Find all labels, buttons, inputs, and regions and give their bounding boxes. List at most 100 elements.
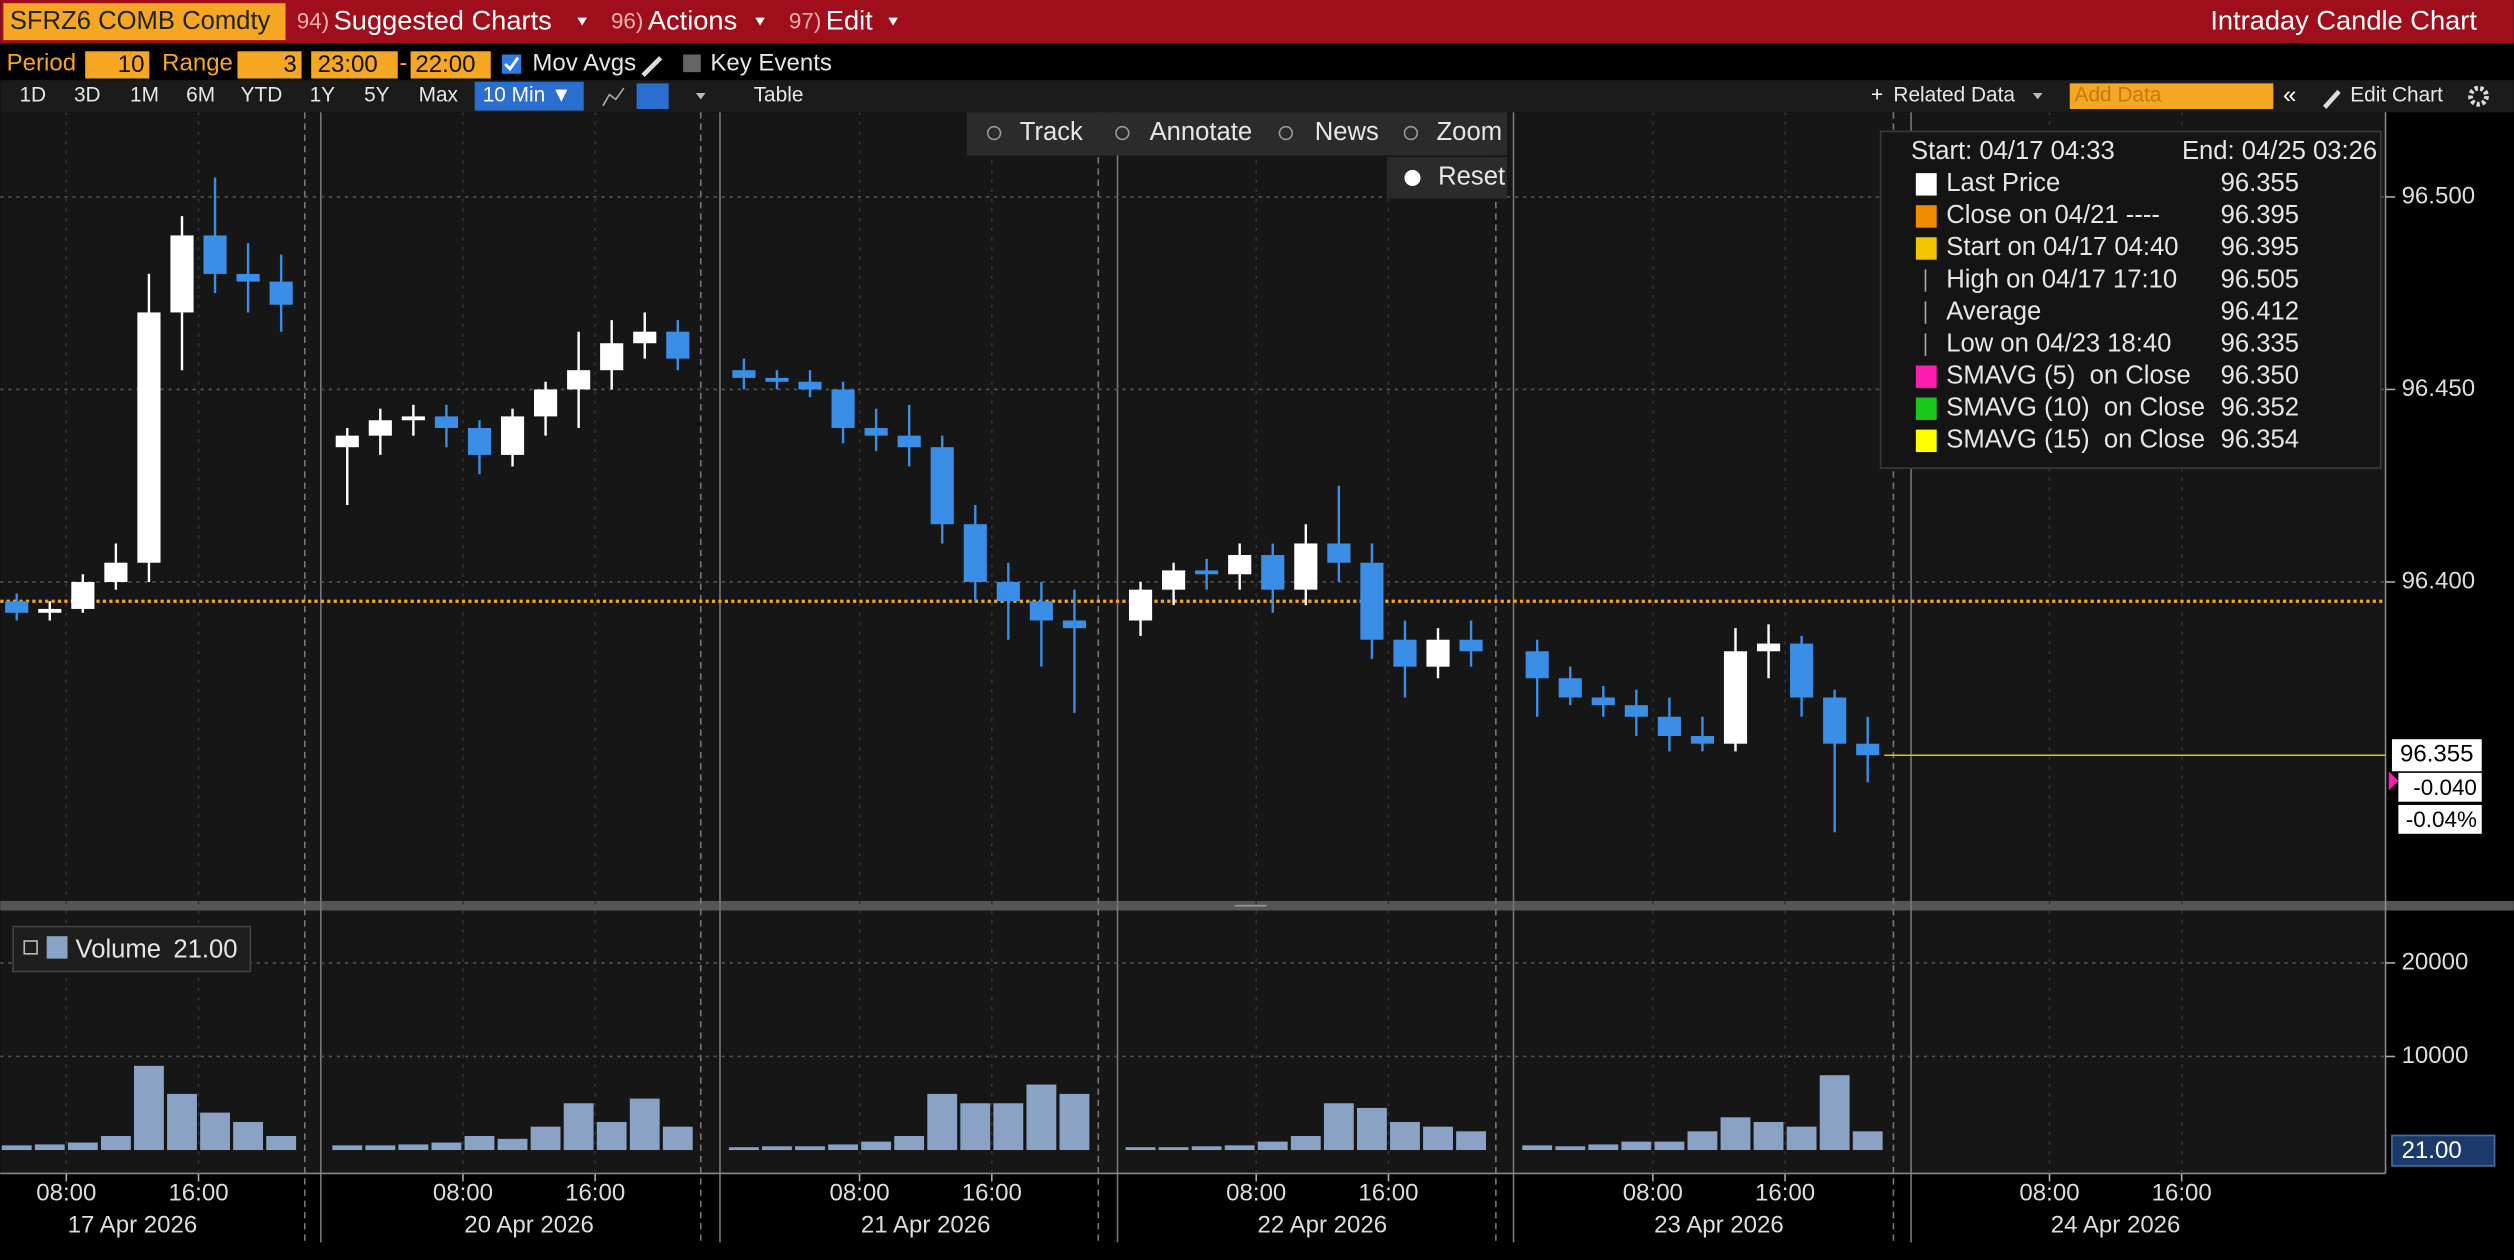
y-tick-label: 20000 xyxy=(2402,948,2469,975)
menu-code[interactable]: 96) xyxy=(611,8,643,33)
range-value[interactable]: 3 xyxy=(283,51,296,78)
candle-icon[interactable] xyxy=(636,83,669,110)
tool-label[interactable]: Track xyxy=(1020,118,1083,146)
range-button[interactable]: 1M xyxy=(130,84,159,107)
time-to[interactable]: 22:00 xyxy=(415,51,475,78)
range-button[interactable]: YTD xyxy=(241,84,283,107)
volume-bar xyxy=(530,1126,561,1151)
interval-button[interactable] xyxy=(474,81,584,111)
candle-body xyxy=(567,370,591,390)
pencil-icon[interactable] xyxy=(641,56,663,77)
dropdown-arrow xyxy=(695,92,706,100)
volume-bar xyxy=(431,1142,462,1151)
separator: - xyxy=(399,49,407,76)
time-to-input[interactable] xyxy=(410,51,491,79)
mov-avgs-label[interactable]: Mov Avgs xyxy=(532,49,636,76)
menu-label[interactable]: Edit xyxy=(826,5,873,36)
volume-bar xyxy=(332,1145,363,1151)
checkbox-checked[interactable] xyxy=(501,54,522,74)
legend-label: Average xyxy=(1946,297,2041,325)
table-button[interactable]: Table xyxy=(754,84,804,107)
ticker-box[interactable] xyxy=(3,3,286,41)
legend-value: 96.505 xyxy=(2221,265,2299,293)
volume-last: 21.00 xyxy=(173,935,237,963)
x-day-label: 23 Apr 2026 xyxy=(1654,1212,1784,1239)
candle-body xyxy=(1228,555,1252,575)
volume-bar xyxy=(1555,1146,1586,1151)
candle-body xyxy=(434,416,458,428)
menu-code[interactable]: 94) xyxy=(297,8,329,33)
tool-icon[interactable] xyxy=(1403,125,1419,141)
time-from-input[interactable] xyxy=(311,51,398,79)
volume-bar xyxy=(1290,1136,1321,1151)
tool-icon[interactable] xyxy=(1278,125,1294,141)
y-tick-label: 96.500 xyxy=(2402,182,2476,209)
period-value[interactable]: 10 xyxy=(118,51,145,78)
range-button[interactable]: Max xyxy=(419,84,459,107)
tool-label[interactable]: Annotate xyxy=(1150,118,1253,146)
range-button[interactable]: 5Y xyxy=(364,84,390,107)
line-icon[interactable] xyxy=(602,87,625,107)
tool-icon[interactable] xyxy=(986,125,1002,141)
tool-label[interactable]: News xyxy=(1315,118,1379,146)
reset-label[interactable]: Reset xyxy=(1438,163,1505,191)
volume-bar xyxy=(894,1136,925,1151)
legend-swatch xyxy=(1915,173,1937,196)
volume-bar xyxy=(1356,1107,1387,1151)
range-button[interactable]: 3D xyxy=(74,84,101,107)
volume-bar xyxy=(828,1144,858,1151)
legend-value: 96.395 xyxy=(2221,233,2299,261)
tool-label[interactable]: Zoom xyxy=(1437,118,1503,146)
legend-label: SMAVG (10) on Close xyxy=(1946,394,2205,422)
collapse-icon[interactable]: « xyxy=(2283,82,2296,109)
add-data-input[interactable] xyxy=(2069,83,2274,110)
candle-body xyxy=(1459,639,1483,652)
y-tick-label: 96.450 xyxy=(2402,375,2476,402)
menu-code[interactable]: 97) xyxy=(789,8,821,33)
plus-icon[interactable]: + xyxy=(1871,84,1883,107)
volume-bar xyxy=(1224,1145,1255,1151)
legend-label: Start on 04/17 04:40 xyxy=(1946,233,2178,261)
interval[interactable]: 10 Min ▼ xyxy=(483,84,572,107)
checkbox[interactable] xyxy=(683,54,701,73)
range-button[interactable]: 6M xyxy=(186,84,215,107)
x-tick-label: 16:00 xyxy=(1755,1180,1815,1207)
y-tick-label: 96.400 xyxy=(2402,567,2476,594)
x-tick-label: 08:00 xyxy=(433,1180,493,1207)
top-bar xyxy=(0,0,2514,44)
legend-label: SMAVG (5) on Close xyxy=(1946,361,2190,389)
time-from[interactable]: 23:00 xyxy=(318,51,378,78)
candle-body xyxy=(1195,570,1219,575)
legend-value: 96.355 xyxy=(2221,169,2299,197)
range-input[interactable] xyxy=(237,51,302,79)
x-tick-label: 16:00 xyxy=(565,1180,625,1207)
related-data[interactable]: Related Data xyxy=(1893,84,2015,107)
ticker[interactable]: SFRZ6 COMB Comdty xyxy=(10,7,271,35)
settings-icon[interactable] xyxy=(2468,85,2489,107)
pencil-icon[interactable] xyxy=(2323,89,2341,110)
tool-icon[interactable] xyxy=(1115,125,1130,141)
candle-body xyxy=(1294,543,1318,590)
range-button[interactable]: 1D xyxy=(19,84,46,107)
x-tick-label: 08:00 xyxy=(36,1180,96,1207)
candle-body xyxy=(1525,651,1549,679)
change-box xyxy=(2398,772,2482,802)
edit-chart[interactable]: Edit Chart xyxy=(2350,84,2443,107)
reset-icon[interactable] xyxy=(1404,169,1421,186)
menu-label[interactable]: Suggested Charts xyxy=(334,5,552,36)
x-tick-label: 16:00 xyxy=(1358,1180,1418,1207)
expand-icon[interactable] xyxy=(23,940,38,955)
legend-swatch xyxy=(1915,397,1937,420)
candle-body xyxy=(467,427,492,455)
add-data-placeholder[interactable]: Add Data xyxy=(2075,84,2162,107)
candle-body xyxy=(996,581,1020,602)
key-events-label[interactable]: Key Events xyxy=(710,49,832,76)
legend-end: End: 04/25 03:26 xyxy=(2182,137,2377,165)
range-button[interactable]: 1Y xyxy=(310,84,336,107)
menu-label[interactable]: Actions xyxy=(648,5,737,36)
period-label: Period xyxy=(7,49,76,76)
period-input[interactable] xyxy=(85,51,150,79)
candle-body xyxy=(897,435,921,448)
candle-body xyxy=(1558,678,1582,698)
candle-body xyxy=(500,416,525,455)
